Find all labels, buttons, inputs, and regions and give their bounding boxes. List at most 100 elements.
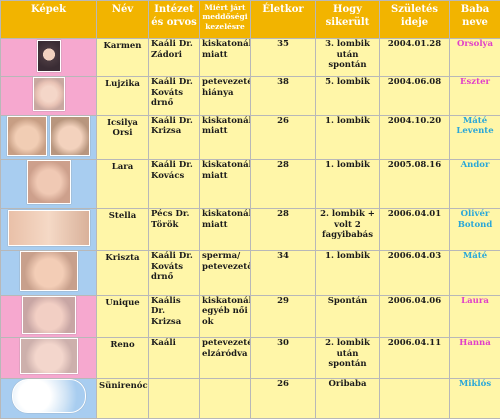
clinic-cell: Kaáli Dr. Zádori (149, 39, 200, 77)
baby-photo (20, 251, 78, 291)
method-cell: 2. lombik után spontán (316, 338, 380, 379)
name-cell: Unique (97, 295, 149, 338)
reason-cell: kiskatonák miatt (200, 160, 251, 209)
reason-cell: petevezeték hiánya (200, 77, 251, 116)
baby-photo-cell (1, 160, 97, 209)
method-cell: Őribaba (316, 378, 380, 418)
clinic-cell: Kaáli Dr. Krizsa (149, 115, 200, 160)
name-cell: Reno (97, 338, 149, 379)
baby-name-cell: Orsolya (450, 39, 500, 77)
name-cell: Lara (97, 160, 149, 209)
age-cell: 34 (251, 250, 316, 295)
method-cell: 2. lombik + volt 2 fagyibabás (316, 208, 380, 250)
birthdate-cell: 2004.01.28 (380, 39, 450, 77)
clinic-cell: Kaáli Dr. Kováts drnő (149, 77, 200, 116)
header-row: Képek Név Intézet és orvos Miért járt me… (1, 1, 500, 39)
table-row: Kriszta Kaáli Dr. Kováts drnő sperma/ pe… (1, 250, 500, 295)
birthdate-cell (380, 378, 450, 418)
name-cell: Stella (97, 208, 149, 250)
baby-photo-cell (1, 208, 97, 250)
name-cell: Icsilya Orsi (97, 115, 149, 160)
reason-cell: sperma/ petevezető (200, 250, 251, 295)
reason-cell: kiskatonák miatt (200, 39, 251, 77)
table-row: Lara Kaáli Dr. Kovács kiskatonák miatt 2… (1, 160, 500, 209)
birthdate-cell: 2004.10.20 (380, 115, 450, 160)
reason-cell: petevezeték elzáródva (200, 338, 251, 379)
header-clinic: Intézet és orvos (149, 1, 200, 39)
name-cell: Kriszta (97, 250, 149, 295)
method-cell: 5. lombik (316, 77, 380, 116)
reason-cell: kiskatonák miatt (200, 208, 251, 250)
method-cell: 3. lombik után spontán (316, 39, 380, 77)
clinic-cell: Pécs Dr. Török (149, 208, 200, 250)
header-name: Név (97, 1, 149, 39)
birthdate-cell: 2004.06.08 (380, 77, 450, 116)
baby-photo (8, 210, 90, 246)
table-row: Reno Kaáli petevezeték elzáródva 30 2. l… (1, 338, 500, 379)
baby-photo (7, 116, 47, 156)
baby-photo (12, 379, 86, 413)
baby-photo (27, 160, 71, 204)
baby-photo (33, 77, 65, 111)
header-age: Életkor (251, 1, 316, 39)
table-row: Stella Pécs Dr. Török kiskatonák miatt 2… (1, 208, 500, 250)
birthdate-cell: 2006.04.06 (380, 295, 450, 338)
birthdate-cell: 2005.08.16 (380, 160, 450, 209)
clinic-cell (149, 378, 200, 418)
baby-name-cell: Eszter (450, 77, 500, 116)
header-birthdate: Születés ideje (380, 1, 450, 39)
birthdate-cell: 2006.04.03 (380, 250, 450, 295)
clinic-cell: Kaáli Dr. Kováts drnő (149, 250, 200, 295)
clinic-cell: Kaáli Dr. Kovács (149, 160, 200, 209)
age-cell: 28 (251, 160, 316, 209)
baby-name-cell: Hanna (450, 338, 500, 379)
reason-cell (200, 378, 251, 418)
name-cell: Karmen (97, 39, 149, 77)
age-cell: 29 (251, 295, 316, 338)
age-cell: 38 (251, 77, 316, 116)
baby-photo-cell (1, 77, 97, 116)
method-cell: 1. lombik (316, 115, 380, 160)
birthdate-cell: 2006.04.11 (380, 338, 450, 379)
birthdate-cell: 2006.04.01 (380, 208, 450, 250)
baby-name-cell: Andor (450, 160, 500, 209)
header-reason: Miért járt meddőségi kezelésre (200, 1, 251, 39)
age-cell: 26 (251, 378, 316, 418)
name-cell: Sünirenóca (97, 378, 149, 418)
baby-photo-cell (1, 338, 97, 379)
baby-photo-cell (1, 378, 97, 418)
age-cell: 26 (251, 115, 316, 160)
baby-name-cell: Olivér Botond (450, 208, 500, 250)
table-row: Karmen Kaáli Dr. Zádori kiskatonák miatt… (1, 39, 500, 77)
age-cell: 28 (251, 208, 316, 250)
baby-photo-cell (1, 250, 97, 295)
age-cell: 35 (251, 39, 316, 77)
baby-name-cell: Máté Levente (450, 115, 500, 160)
table-row: Sünirenóca 26 Őribaba Miklós (1, 378, 500, 418)
baby-photo (22, 296, 76, 334)
baby-photo (20, 338, 78, 374)
baby-photo-cell (1, 115, 97, 160)
baby-photo-cell (1, 39, 97, 77)
method-cell: 1. lombik (316, 160, 380, 209)
baby-photo (37, 40, 61, 72)
method-cell: Spontán (316, 295, 380, 338)
method-cell: 1. lombik (316, 250, 380, 295)
table-row: Icsilya Orsi Kaáli Dr. Krizsa kiskatonák… (1, 115, 500, 160)
reason-cell: kiskatonák miatt (200, 115, 251, 160)
baby-name-cell: Máté (450, 250, 500, 295)
baby-name-cell: Miklós (450, 378, 500, 418)
reason-cell: kiskatonák egyéb női ok (200, 295, 251, 338)
baby-name-cell: Laura (450, 295, 500, 338)
table-row: Lujzika Kaáli Dr. Kováts drnő petevezeté… (1, 77, 500, 116)
baby-photo-cell (1, 295, 97, 338)
clinic-cell: Kaális Dr. Krizsa (149, 295, 200, 338)
name-cell: Lujzika (97, 77, 149, 116)
header-method: Hogy sikerült (316, 1, 380, 39)
clinic-cell: Kaáli (149, 338, 200, 379)
age-cell: 30 (251, 338, 316, 379)
table-row: Unique Kaális Dr. Krizsa kiskatonák egyé… (1, 295, 500, 338)
header-baby: Baba neve (450, 1, 500, 39)
baby-photo (50, 116, 90, 156)
